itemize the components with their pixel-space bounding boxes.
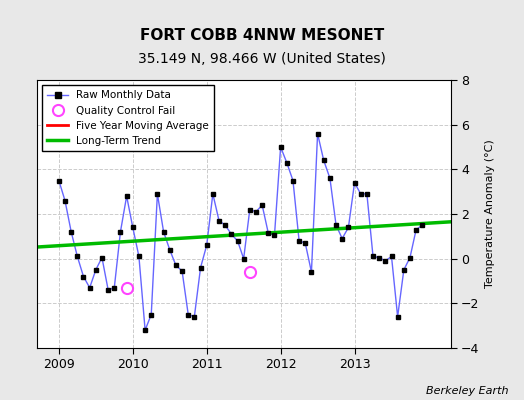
Legend: Raw Monthly Data, Quality Control Fail, Five Year Moving Average, Long-Term Tren: Raw Monthly Data, Quality Control Fail, … — [42, 85, 214, 151]
Y-axis label: Temperature Anomaly (°C): Temperature Anomaly (°C) — [485, 140, 495, 288]
Text: 35.149 N, 98.466 W (United States): 35.149 N, 98.466 W (United States) — [138, 52, 386, 66]
Text: Berkeley Earth: Berkeley Earth — [426, 386, 508, 396]
Text: FORT COBB 4NNW MESONET: FORT COBB 4NNW MESONET — [140, 28, 384, 43]
